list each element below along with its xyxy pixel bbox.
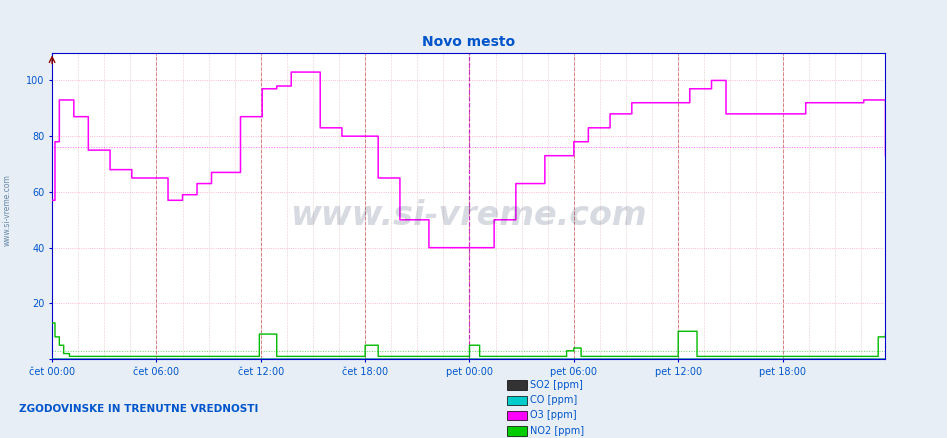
Text: CO [ppm]: CO [ppm]: [530, 395, 578, 405]
Text: ZGODOVINSKE IN TRENUTNE VREDNOSTI: ZGODOVINSKE IN TRENUTNE VREDNOSTI: [19, 404, 259, 414]
Text: www.si-vreme.com: www.si-vreme.com: [291, 198, 647, 232]
Text: www.si-vreme.com: www.si-vreme.com: [3, 174, 12, 246]
Text: NO2 [ppm]: NO2 [ppm]: [530, 426, 584, 435]
Text: O3 [ppm]: O3 [ppm]: [530, 410, 577, 420]
Title: Novo mesto: Novo mesto: [422, 35, 515, 49]
Text: SO2 [ppm]: SO2 [ppm]: [530, 380, 583, 389]
